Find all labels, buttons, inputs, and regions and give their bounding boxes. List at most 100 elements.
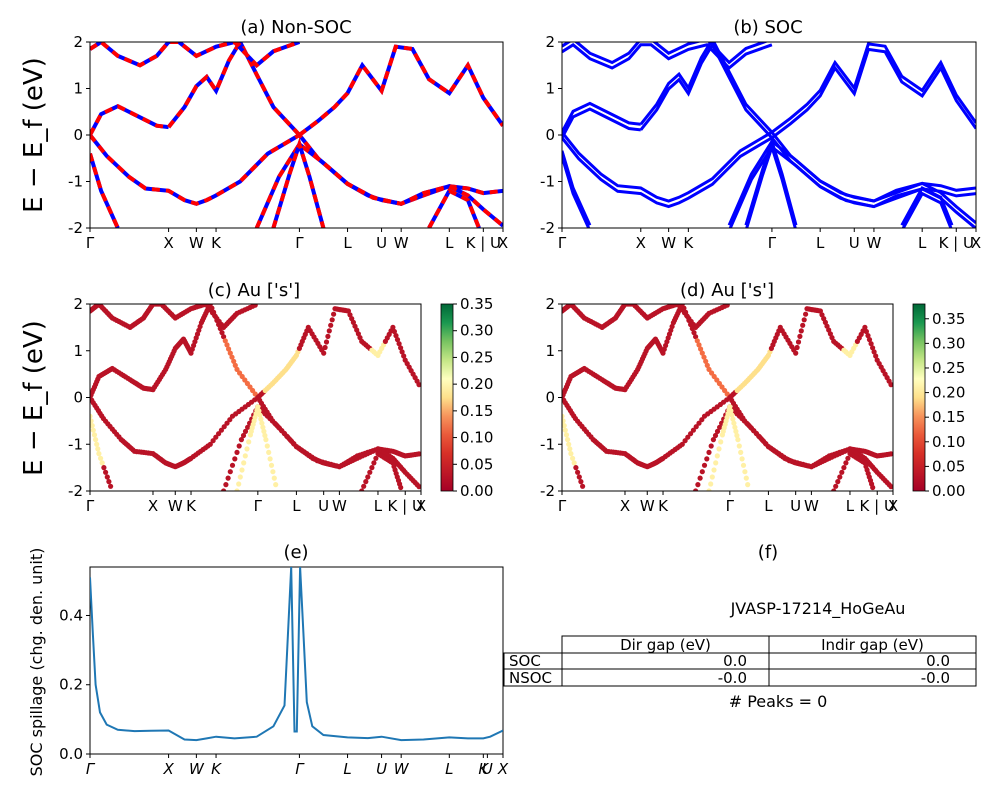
table-header-indir: Indir gap (eV) bbox=[821, 636, 924, 654]
panel-c-point bbox=[222, 338, 228, 344]
panel-c-point bbox=[221, 424, 227, 430]
panel-c-xtick-label: K bbox=[186, 497, 197, 515]
panel-d-point bbox=[736, 443, 742, 449]
colorbar-c-bar bbox=[440, 303, 454, 492]
panel-d-point bbox=[727, 404, 733, 410]
panel-d-point bbox=[706, 366, 712, 372]
panel-a-xtick-label: L bbox=[343, 234, 352, 252]
ylabel-top: E − E_f (eV) bbox=[19, 57, 49, 213]
panel-c-point bbox=[234, 488, 240, 491]
panel-b-xtick-label: L bbox=[918, 234, 927, 252]
panel-d-point bbox=[866, 337, 873, 343]
band-line-nonsoc-red bbox=[271, 137, 326, 228]
panel-d-point bbox=[566, 441, 572, 447]
panel-d-point bbox=[685, 434, 691, 440]
colorbar-c-tick-label: 0.30 bbox=[460, 322, 493, 340]
panel-a-xtick-label: Γ bbox=[86, 234, 95, 252]
panel-c-point bbox=[234, 366, 240, 372]
panel-b-title: (b) SOC bbox=[733, 17, 802, 38]
panel-c-point bbox=[416, 451, 421, 457]
panel-c-point bbox=[266, 449, 272, 455]
panel-e-xtick-label: K bbox=[211, 760, 222, 778]
panel-d-point bbox=[797, 333, 803, 339]
panel-c-point bbox=[255, 404, 261, 410]
panel-d-point bbox=[801, 317, 807, 323]
panel-d-point bbox=[699, 350, 705, 356]
panel-d-point bbox=[703, 358, 709, 364]
panel-a-xtick-label: K bbox=[211, 234, 222, 252]
colorbar-d-bar bbox=[912, 303, 926, 492]
panel-c-point bbox=[231, 358, 237, 364]
panel-d-point bbox=[679, 441, 685, 447]
panel-c-point bbox=[261, 428, 267, 434]
panel-c-xtick-label: Γ bbox=[254, 497, 263, 515]
panel-a-ytick-label: -2 bbox=[68, 219, 83, 237]
panel-d-point bbox=[562, 418, 566, 424]
panel-e-xtick-label: K bbox=[478, 760, 489, 778]
panel-d-point bbox=[714, 453, 720, 459]
panel-c-xtick-label: W bbox=[168, 497, 183, 515]
panel-a-xtick-label: K | U bbox=[466, 234, 501, 252]
panel-c-point bbox=[95, 446, 101, 452]
ylabel-spillage: SOC spillage (chg. den. unit) bbox=[27, 548, 46, 777]
panel-d-point bbox=[888, 451, 893, 457]
panel-c-point bbox=[371, 460, 377, 466]
material-id: JVASP-17214_HoGeAu bbox=[730, 599, 906, 619]
panel-d-point bbox=[800, 322, 806, 328]
band-line-soc bbox=[744, 136, 798, 226]
panel-c-point bbox=[322, 344, 328, 351]
panel-c-point bbox=[257, 412, 263, 418]
panel-d-point bbox=[713, 460, 719, 466]
panel-d-point bbox=[701, 354, 707, 360]
colorbar-d-tick-label: 0.10 bbox=[932, 433, 965, 451]
panel-e-xtick-label: W bbox=[394, 760, 410, 778]
panel-d-point bbox=[701, 462, 708, 468]
panel-a-ytick-label: 0 bbox=[73, 126, 83, 144]
panel-c-point bbox=[236, 481, 242, 487]
panel-d-point bbox=[580, 483, 586, 489]
panel-d-point bbox=[863, 328, 870, 335]
panel-d-point bbox=[730, 416, 736, 422]
panel-e-ytick-label: 0.0 bbox=[59, 745, 83, 763]
panel-c-point bbox=[229, 462, 236, 468]
panel-d-point bbox=[704, 456, 710, 462]
panel-c-point bbox=[236, 443, 242, 449]
panel-b-xtick-label: K bbox=[683, 234, 694, 252]
panel-d-point bbox=[888, 484, 893, 490]
panel-d-point bbox=[841, 465, 847, 471]
panel-c-point bbox=[93, 437, 99, 443]
spillage-line bbox=[90, 567, 503, 742]
band-line-soc bbox=[562, 101, 641, 133]
panel-b-xtick-label: Γ bbox=[768, 234, 777, 252]
panel-d-xtick-label: X bbox=[620, 497, 630, 515]
panel-d-point bbox=[742, 469, 748, 475]
panel-d-point bbox=[706, 449, 712, 455]
panel-d-xtick-label: X bbox=[888, 497, 898, 515]
panel-d-point bbox=[833, 483, 839, 489]
panel-c-point bbox=[232, 362, 238, 368]
panel-d-point bbox=[693, 488, 699, 491]
colorbar-c-tick-label: 0.00 bbox=[460, 482, 493, 500]
panel-a-xtick-label: X bbox=[498, 234, 508, 252]
band-line-soc bbox=[770, 42, 976, 134]
panel-d-ytick-label: 0 bbox=[545, 389, 555, 407]
panel-c-point bbox=[242, 428, 249, 434]
panel-c-title: (c) Au ['s'] bbox=[208, 280, 300, 301]
panel-c-point bbox=[90, 418, 94, 424]
panel-d-point bbox=[710, 437, 717, 443]
band-line-nonsoc-blue bbox=[90, 153, 120, 228]
panel-c-point bbox=[218, 427, 224, 433]
panel-c-point bbox=[227, 350, 233, 356]
panel-c-point bbox=[232, 456, 238, 462]
panel-c-point bbox=[94, 441, 100, 447]
panel-d-point bbox=[731, 420, 737, 426]
panel-d-title: (d) Au ['s'] bbox=[680, 280, 774, 301]
panel-c-point bbox=[321, 350, 327, 356]
panel-d-point bbox=[793, 350, 799, 356]
panel-b-ytick-label: -2 bbox=[540, 219, 555, 237]
panel-c-point bbox=[401, 353, 407, 359]
panel-d-point bbox=[835, 479, 841, 485]
panel-d-xtick-label: Γ bbox=[726, 497, 735, 515]
